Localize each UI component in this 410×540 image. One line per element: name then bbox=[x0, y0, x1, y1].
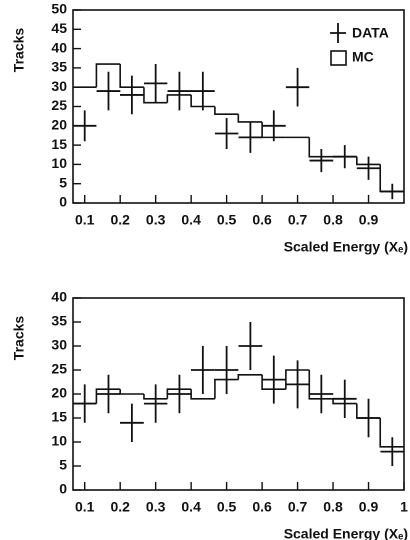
data-point bbox=[143, 384, 168, 423]
x-tick-label: 1 bbox=[400, 499, 408, 515]
mc-bin bbox=[214, 106, 239, 116]
y-tick-label: 15 bbox=[51, 409, 67, 425]
x-tick-label: 0.3 bbox=[146, 499, 166, 515]
y-tick-label: 30 bbox=[51, 337, 67, 353]
legend-marker bbox=[330, 50, 347, 66]
y-axis-label: Tracks bbox=[11, 28, 27, 73]
data-point bbox=[167, 374, 192, 414]
x-tick-label: 0.1 bbox=[75, 212, 95, 228]
y-tick-label: 0 bbox=[59, 194, 67, 210]
mc-bin bbox=[166, 388, 192, 399]
y-tick-label: 30 bbox=[51, 78, 67, 94]
x-tick-label: 0.6 bbox=[252, 212, 272, 228]
mc-bin bbox=[237, 114, 263, 123]
data-point bbox=[120, 403, 144, 442]
data-point bbox=[96, 71, 121, 111]
x-axis-label: Scaled Energy (Xₑ) bbox=[284, 526, 408, 540]
y-tick-label: 20 bbox=[51, 117, 67, 133]
y-tick-label: 35 bbox=[51, 59, 67, 75]
data-point bbox=[356, 156, 381, 180]
data-point bbox=[190, 71, 215, 111]
x-tick-label: 0.5 bbox=[217, 212, 237, 228]
x-tick-label: 0.4 bbox=[181, 212, 201, 228]
data-point bbox=[309, 374, 334, 414]
data-point bbox=[214, 118, 239, 149]
y-tick-label: 50 bbox=[51, 1, 67, 17]
data-point bbox=[356, 398, 381, 438]
data-point bbox=[261, 355, 286, 404]
y-tick-label: 10 bbox=[51, 155, 67, 171]
data-point bbox=[238, 322, 263, 370]
x-tick-label: 0.8 bbox=[323, 499, 343, 515]
data-point bbox=[332, 379, 357, 418]
data-point bbox=[309, 148, 334, 173]
data-point bbox=[73, 110, 97, 142]
data-point bbox=[190, 346, 215, 394]
x-tick-label: 0.8 bbox=[323, 212, 343, 228]
mc-bin bbox=[190, 94, 215, 108]
y-tick-label: 10 bbox=[51, 433, 67, 449]
legend-marker bbox=[330, 23, 346, 43]
mc-bin bbox=[143, 87, 168, 104]
data-point bbox=[167, 71, 192, 111]
x-tick-label: 0.7 bbox=[288, 499, 308, 515]
x-tick-label: 0.3 bbox=[146, 212, 166, 228]
data-point bbox=[380, 437, 405, 466]
data-point bbox=[238, 121, 263, 153]
mc-bin bbox=[166, 94, 192, 103]
legend-label: DATA bbox=[352, 25, 389, 41]
data-point bbox=[73, 384, 97, 423]
data-point bbox=[143, 64, 168, 103]
y-tick-label: 5 bbox=[59, 174, 67, 190]
data-point bbox=[380, 183, 405, 200]
y-axis-label: Tracks bbox=[11, 316, 27, 361]
x-tick-label: 0.9 bbox=[359, 212, 379, 228]
mc-bin bbox=[143, 394, 168, 400]
data-point bbox=[120, 75, 144, 115]
mc-bin bbox=[308, 137, 334, 158]
x-tick-label: 0.4 bbox=[181, 499, 201, 515]
y-tick-label: 15 bbox=[51, 136, 67, 152]
data-point bbox=[285, 67, 310, 107]
data-point bbox=[261, 110, 286, 142]
x-tick-label: 0.9 bbox=[359, 499, 379, 515]
mc-bin bbox=[190, 389, 215, 400]
mc-bin bbox=[379, 418, 404, 448]
mc-bin bbox=[308, 370, 334, 400]
x-tick-label: 0.2 bbox=[110, 499, 130, 515]
mc-bin bbox=[237, 374, 263, 380]
x-tick-label: 0.2 bbox=[110, 212, 130, 228]
data-point bbox=[96, 374, 121, 414]
x-tick-label: 0.1 bbox=[75, 499, 95, 515]
mc-bin bbox=[356, 156, 381, 166]
y-tick-label: 40 bbox=[51, 39, 67, 55]
y-tick-label: 5 bbox=[59, 457, 67, 473]
mc-bin bbox=[332, 398, 357, 405]
mc-bin bbox=[119, 389, 144, 395]
data-point bbox=[332, 145, 357, 169]
data-point bbox=[285, 360, 310, 409]
legend-label: MC bbox=[352, 49, 374, 65]
mc-bin bbox=[95, 388, 121, 404]
y-tick-label: 20 bbox=[51, 385, 67, 401]
mc-bin bbox=[95, 63, 121, 88]
mc-bin bbox=[214, 378, 239, 399]
data-point bbox=[214, 346, 239, 394]
x-tick-label: 0.5 bbox=[217, 499, 237, 515]
y-tick-label: 40 bbox=[51, 289, 67, 305]
y-tick-label: 45 bbox=[51, 20, 67, 36]
x-tick-label: 0.6 bbox=[252, 499, 272, 515]
mc-bin bbox=[285, 369, 310, 390]
x-axis-label: Scaled Energy (Xₑ) bbox=[284, 239, 408, 255]
y-tick-label: 25 bbox=[51, 97, 67, 113]
x-tick-label: 0.7 bbox=[288, 212, 308, 228]
y-tick-label: 35 bbox=[51, 313, 67, 329]
y-tick-label: 0 bbox=[59, 481, 67, 497]
mc-bin bbox=[119, 64, 144, 88]
y-tick-label: 25 bbox=[51, 361, 67, 377]
